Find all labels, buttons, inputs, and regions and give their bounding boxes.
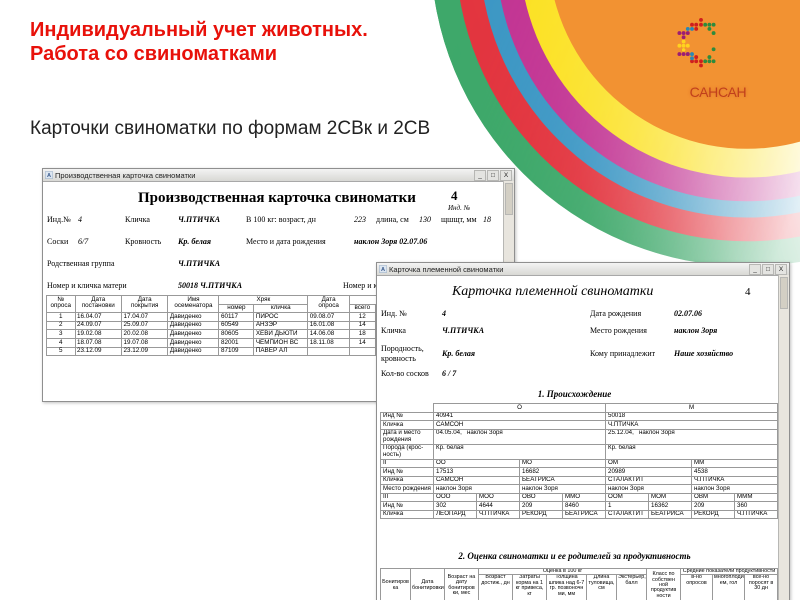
svg-text:A: A xyxy=(47,173,51,179)
svg-text:A: A xyxy=(381,267,385,273)
